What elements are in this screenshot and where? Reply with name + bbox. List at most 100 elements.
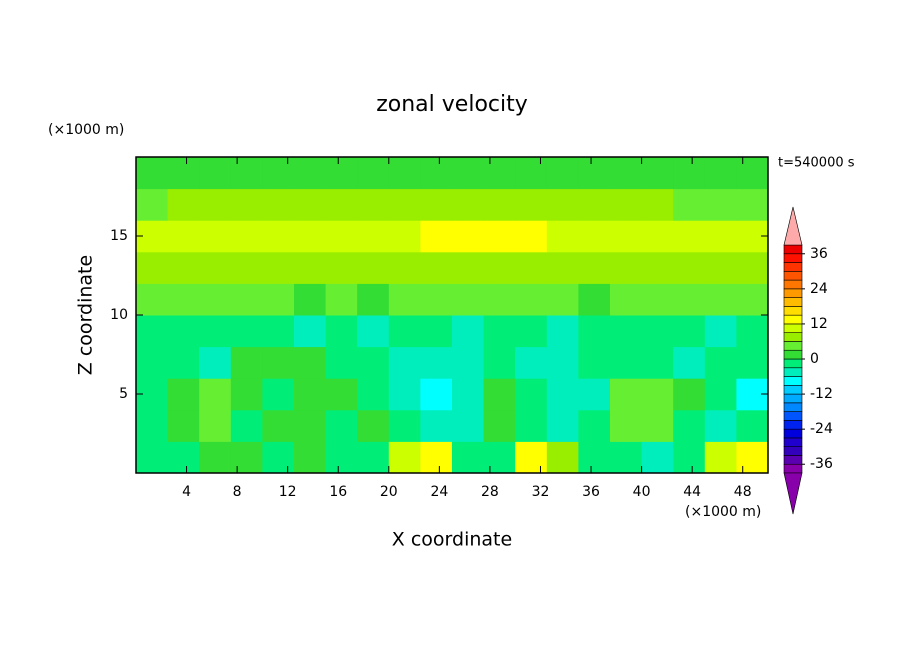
colorbar-box — [783, 288, 803, 298]
y-axis-label: Z coordinate — [75, 255, 97, 375]
field-cell — [515, 283, 548, 316]
x-tick-label: 16 — [329, 484, 347, 500]
field-cell — [262, 315, 295, 348]
field-cell — [388, 283, 421, 316]
colorbar-box — [783, 262, 803, 272]
colorbar-box — [783, 323, 803, 333]
field-cell — [673, 315, 706, 348]
field-cell — [515, 441, 548, 474]
colorbar-box — [783, 411, 803, 421]
field-cell — [167, 409, 200, 442]
colorbar-box — [783, 349, 803, 360]
colorbar-box — [783, 367, 803, 377]
field-cell — [452, 315, 485, 348]
field-cell — [673, 441, 706, 474]
field-cell — [578, 157, 611, 190]
colorbar-box — [783, 376, 803, 386]
field-cell — [704, 346, 737, 379]
field-cell — [704, 157, 737, 190]
field-cell — [483, 441, 516, 474]
field-cell — [578, 378, 611, 411]
x-tick-label: 32 — [532, 484, 550, 500]
field-cell — [546, 283, 579, 316]
field-cell — [704, 283, 737, 316]
colorbar-box — [783, 358, 803, 369]
field-cell — [167, 441, 200, 474]
field-cell — [736, 157, 769, 190]
x-tick-label: 44 — [683, 484, 701, 500]
x-tick-label: 12 — [279, 484, 297, 500]
field-cell — [641, 346, 674, 379]
colorbar-box — [783, 253, 803, 263]
field-cell — [578, 220, 611, 253]
field-cell — [578, 409, 611, 442]
field-cell — [420, 315, 453, 348]
field-cell — [294, 409, 327, 442]
field-cell — [578, 283, 611, 316]
field-cell — [673, 409, 706, 442]
field-cell — [483, 157, 516, 190]
field-cell — [578, 188, 611, 221]
field-cell — [167, 283, 200, 316]
field-cell — [199, 220, 232, 253]
field-cell — [199, 409, 232, 442]
field-cell — [294, 157, 327, 190]
colorbar-tick-label: 12 — [810, 316, 828, 332]
field-cell — [546, 315, 579, 348]
field-cell — [230, 157, 263, 190]
y-tick-label: 10 — [110, 307, 128, 323]
field-cell — [673, 157, 706, 190]
colorbar-tick-label: -12 — [810, 386, 833, 402]
x-axis-label: X coordinate — [392, 529, 512, 551]
field-cell — [325, 409, 358, 442]
colorbar-box — [783, 341, 803, 351]
field-cell — [641, 409, 674, 442]
field-cell — [199, 378, 232, 411]
field-cell — [262, 220, 295, 253]
field-cell — [546, 188, 579, 221]
field-cell — [736, 251, 769, 284]
field-cell — [452, 441, 485, 474]
field-cell — [578, 251, 611, 284]
field-cell — [483, 283, 516, 316]
field-cell — [262, 441, 295, 474]
field-cell — [199, 283, 232, 316]
field-cell — [325, 315, 358, 348]
x-tick-label: 4 — [182, 484, 191, 500]
field-cell — [199, 346, 232, 379]
field-cell — [420, 441, 453, 474]
colorbar-tick-label: -24 — [810, 421, 833, 437]
field-cell — [610, 251, 643, 284]
field-cell — [483, 251, 516, 284]
field-cell — [452, 188, 485, 221]
field-cell — [452, 346, 485, 379]
colorbar-box — [783, 314, 803, 325]
field-cell — [483, 409, 516, 442]
colorbar-tick-label: 36 — [810, 246, 828, 262]
field-cell — [641, 315, 674, 348]
field-cell — [230, 188, 263, 221]
field-cell — [736, 315, 769, 348]
field-cell — [641, 220, 674, 253]
field-cell — [641, 378, 674, 411]
field-cell — [357, 346, 390, 379]
field-cell — [388, 188, 421, 221]
field-cell — [325, 220, 358, 253]
field-cell — [483, 220, 516, 253]
field-cell — [388, 315, 421, 348]
field-cell — [610, 220, 643, 253]
colorbar-box — [783, 297, 803, 307]
field-cell — [325, 157, 358, 190]
field-cell — [230, 315, 263, 348]
field-cell — [357, 378, 390, 411]
field-cell — [546, 409, 579, 442]
field-cell — [673, 188, 706, 221]
field-cell — [452, 378, 485, 411]
field-cell — [420, 378, 453, 411]
x-tick-label: 36 — [582, 484, 600, 500]
field-cell — [388, 409, 421, 442]
field-cell — [610, 409, 643, 442]
field-cell — [294, 220, 327, 253]
field-cell — [388, 346, 421, 379]
